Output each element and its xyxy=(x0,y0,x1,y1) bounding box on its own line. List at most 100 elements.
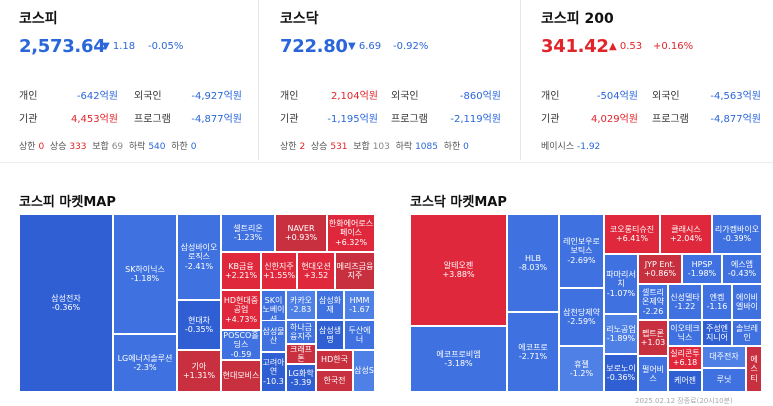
kospi-institution: 4,453억원 xyxy=(70,114,118,125)
map-cell[interactable]: 현대차 -0.35% xyxy=(177,300,221,350)
kosdaq-map-title[interactable]: 코스닥 마켓MAP xyxy=(410,195,507,210)
kospi-title[interactable]: 코스피 xyxy=(19,11,58,27)
map-cell[interactable]: 삼성전자 -0.36% xyxy=(19,214,113,392)
map-cell[interactable]: LG화학 -3.39 xyxy=(286,364,316,392)
map-cell[interactable]: 삼성물산 xyxy=(261,320,286,352)
map-cell[interactable]: 셀트리온 -1.23% xyxy=(221,214,275,252)
individual-label: 개인 xyxy=(19,91,38,102)
kospi-map-title[interactable]: 코스피 마켓MAP xyxy=(19,195,116,210)
map-cell[interactable]: 신한지주 +1.55% xyxy=(261,252,297,290)
map-cell[interactable]: 클래시스 +2.04% xyxy=(660,214,712,254)
map-cell[interactable]: 파마리서치 -1.07% xyxy=(604,254,638,314)
kospi200-title[interactable]: 코스피 200 xyxy=(541,11,614,27)
divider xyxy=(520,0,521,160)
kospi200-rate: +0.16% xyxy=(653,41,694,52)
map-cell[interactable]: 엔켐 -1.16 xyxy=(702,284,732,320)
kospi200-change: ▲ 0.53 xyxy=(609,41,643,52)
map-cell[interactable]: 펩트론 +1.03 xyxy=(638,320,668,356)
map-cell[interactable]: 셀트리온제약 -2.26 xyxy=(638,284,668,320)
map-cell[interactable]: 에스티 xyxy=(746,346,762,392)
map-cell[interactable]: 삼성바이오로직스 -2.41% xyxy=(177,214,221,300)
down-arrow-icon: ▼ xyxy=(102,41,110,52)
map-cell[interactable]: 삼성화재 xyxy=(316,290,344,320)
kospi-foreign: -4,927억원 xyxy=(191,91,242,102)
map-cell[interactable]: LG에너지솔루션 -2.3% xyxy=(113,334,177,392)
program-label: 프로그램 xyxy=(134,114,171,125)
program-label: 프로그램 xyxy=(652,114,689,125)
map-cell[interactable]: 코오롱티슈진 +6.41% xyxy=(604,214,660,254)
map-cell[interactable]: 크래프톤 xyxy=(286,344,316,364)
map-cell[interactable]: 펄어비스 xyxy=(638,356,668,392)
map-cell[interactable]: 휴젤 -1.2% xyxy=(559,346,604,392)
kospi200-foreign: -4,563억원 xyxy=(710,91,761,102)
map-cell[interactable]: 레인보우로보틱스 -2.69% xyxy=(559,214,604,288)
kospi-individual: -642억원 xyxy=(76,91,118,102)
kospi200-individual: -504억원 xyxy=(596,91,638,102)
map-cell[interactable]: SK하이닉스 -1.18% xyxy=(113,214,177,334)
kospi-market-map: 삼성전자 -0.36% SK하이닉스 -1.18% LG에너지솔루션 -2.3% 삼성… xyxy=(19,214,375,392)
map-cell[interactable]: HD현대중공업 +4.73% xyxy=(221,290,261,330)
kospi-rate: -0.05% xyxy=(148,41,184,52)
map-cell[interactable]: 삼성S xyxy=(353,350,375,392)
map-cell[interactable]: 고려아연 -10.3 xyxy=(261,352,286,392)
foreign-label: 외국인 xyxy=(652,91,680,102)
map-cell[interactable]: 카카오 -2.83 xyxy=(286,290,316,320)
map-cell[interactable]: 보로노이 -0.36% xyxy=(604,354,638,392)
map-cell[interactable]: 에스엠 -0.43% xyxy=(722,254,762,284)
kospi200-basis: 베이시스 -1.92 xyxy=(541,142,601,152)
kospi200-institution: 4,029억원 xyxy=(590,114,638,125)
kosdaq-institution: -1,195억원 xyxy=(327,114,378,125)
map-cell[interactable]: 솔브레인 xyxy=(732,320,762,346)
map-cell[interactable]: 한화에어로스페이스 +6.32% xyxy=(327,214,375,252)
map-cell[interactable]: 알테오젠 +3.88% xyxy=(410,214,507,326)
kospi-panel[interactable]: 코스피 2,573.64 ▼ 1.18 -0.05% 개인 -642억원 외국인… xyxy=(0,0,258,162)
divider xyxy=(258,0,259,160)
map-cell[interactable]: 신성델타 -1.22 xyxy=(668,284,702,320)
map-cell[interactable]: HLB -8.03% xyxy=(507,214,559,312)
map-cell[interactable]: HMM -1.67 xyxy=(344,290,375,320)
map-cell[interactable]: 주성엔지니어 xyxy=(702,320,732,346)
map-cell[interactable]: 에코프로 -2.71% xyxy=(507,312,559,392)
kospi200-price: 341.42 xyxy=(541,36,609,57)
institution-label: 기관 xyxy=(280,114,299,125)
map-cell[interactable]: HD한국 xyxy=(316,350,353,370)
individual-label: 개인 xyxy=(541,91,560,102)
map-cell[interactable]: KB금융 +2.21% xyxy=(221,252,261,290)
section-divider xyxy=(0,162,773,163)
map-cell[interactable]: 에이비엘바이 xyxy=(732,284,762,320)
map-cell[interactable]: 하나금융지주 xyxy=(286,320,316,344)
kosdaq-panel[interactable]: 코스닥 722.80 ▼ 6.69 -0.92% 개인 2,104억원 외국인 … xyxy=(259,0,519,162)
map-cell[interactable]: NAVER +0.93% xyxy=(275,214,327,252)
map-cell[interactable]: 현대모비스 xyxy=(221,360,261,392)
kosdaq-program: -2,119억원 xyxy=(450,114,501,125)
kospi200-panel[interactable]: 코스피 200 341.42 ▲ 0.53 +0.16% 개인 -504억원 외… xyxy=(521,0,773,162)
map-cell[interactable]: 에코프로비엠 -3.18% xyxy=(410,326,507,392)
kospi-breadth: 상한 0 상승 333 보합 69 하락 540 하한 0 xyxy=(19,142,197,152)
kosdaq-market-map: 알테오젠 +3.88% 에코프로비엠 -3.18% HLB -8.03% 에코프로 -2… xyxy=(410,214,762,392)
map-cell[interactable]: 실리콘투 +6.18 xyxy=(668,346,702,370)
foreign-label: 외국인 xyxy=(391,91,419,102)
map-cell[interactable]: 현대오션 +3.52 xyxy=(297,252,335,290)
map-cell[interactable]: 메리츠금융지주 xyxy=(335,252,375,290)
map-cell[interactable]: 삼성생명 xyxy=(316,320,344,350)
map-cell[interactable]: 두산에너 xyxy=(344,320,375,350)
map-cell[interactable]: HPSP -1.98% xyxy=(682,254,722,284)
map-cell[interactable]: POSCO홀딩스 -0.59 xyxy=(221,330,261,360)
kosdaq-individual: 2,104억원 xyxy=(330,91,378,102)
map-cell[interactable]: 대주전자 xyxy=(702,346,746,368)
map-cell[interactable]: 케어젠 xyxy=(668,370,702,392)
individual-label: 개인 xyxy=(280,91,299,102)
map-cell[interactable]: 이오테크닉스 xyxy=(668,320,702,346)
map-cell[interactable]: 기아 +1.31% xyxy=(177,350,221,392)
map-cell[interactable]: 삼천당제약 -2.59% xyxy=(559,288,604,346)
map-cell[interactable]: 루닛 xyxy=(702,368,746,392)
kosdaq-change: ▼ 6.69 xyxy=(348,41,382,52)
map-cell[interactable]: 한국전 xyxy=(316,370,353,392)
up-arrow-icon: ▲ xyxy=(609,41,617,52)
program-label: 프로그램 xyxy=(391,114,428,125)
map-cell[interactable]: JYP Ent. +0.86% xyxy=(638,254,682,284)
kosdaq-title[interactable]: 코스닥 xyxy=(280,11,319,27)
map-cell[interactable]: 리가켐바이오 -0.39% xyxy=(712,214,762,254)
map-cell[interactable]: 리노공업 -1.89% xyxy=(604,314,638,354)
foreign-label: 외국인 xyxy=(134,91,162,102)
